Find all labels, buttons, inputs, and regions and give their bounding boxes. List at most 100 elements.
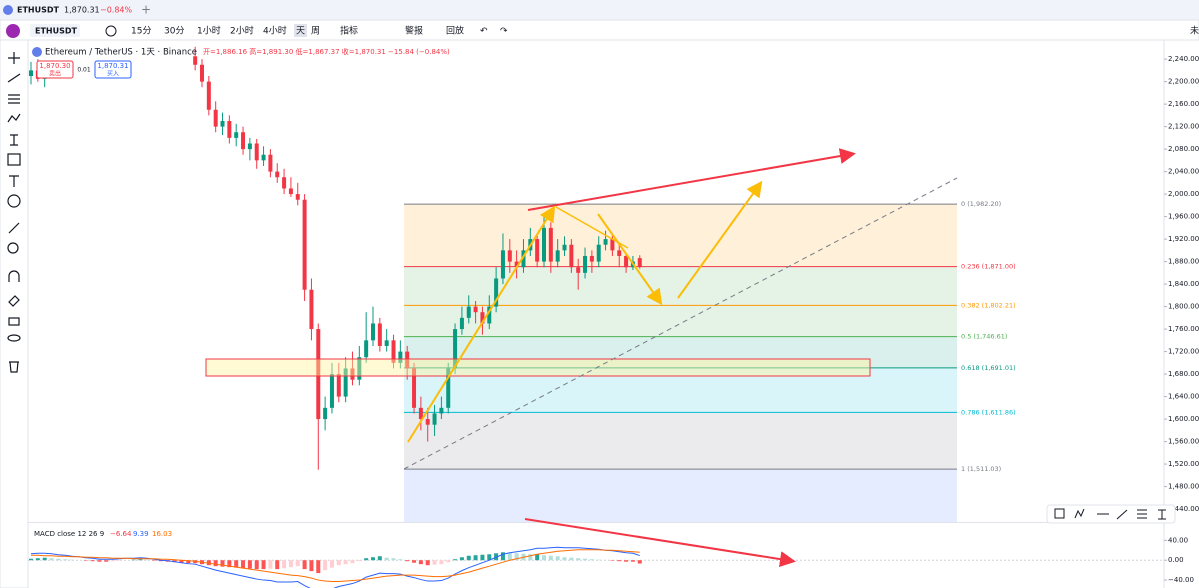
macd-hist-bar bbox=[350, 560, 355, 564]
buy-label[interactable]: 买入 bbox=[107, 70, 119, 78]
candle-body bbox=[329, 374, 334, 408]
fib-zone bbox=[404, 367, 957, 413]
macd-hist-bar bbox=[329, 560, 334, 568]
candle-body bbox=[425, 419, 430, 425]
candle-body bbox=[398, 351, 403, 363]
draw-path[interactable] bbox=[1074, 508, 1085, 519]
macd-tick-label: 40.00 bbox=[1168, 536, 1188, 544]
tab-title[interactable]: ETHUSDT bbox=[17, 6, 60, 15]
lock-draw-tool[interactable] bbox=[8, 295, 20, 307]
tab-price: 1,870.31 bbox=[64, 6, 100, 15]
symbol[interactable]: ETHUSDT bbox=[35, 27, 78, 36]
fib-zone bbox=[404, 412, 957, 470]
text-tool[interactable] bbox=[9, 175, 19, 187]
red-arrow bbox=[524, 518, 796, 568]
measure-tool[interactable] bbox=[10, 134, 18, 146]
undo[interactable]: ↶ bbox=[480, 27, 488, 37]
candle-body bbox=[268, 154, 273, 172]
candle-body bbox=[535, 239, 540, 262]
macd-hist-bar bbox=[261, 560, 266, 570]
candle-body bbox=[213, 109, 218, 127]
interval[interactable]: 4小时 bbox=[263, 25, 287, 37]
interval[interactable]: 周 bbox=[311, 26, 320, 37]
new-tab[interactable]: + bbox=[141, 3, 151, 17]
sell-label[interactable]: 卖出 bbox=[49, 70, 61, 78]
sell-price[interactable]: 1,870.30 bbox=[39, 62, 70, 70]
macd-hist-bar bbox=[555, 556, 560, 561]
interval-active bbox=[294, 24, 307, 37]
replay[interactable]: 回放 bbox=[446, 25, 464, 37]
indicators[interactable]: 指标 bbox=[340, 25, 358, 37]
draw-measure[interactable] bbox=[1158, 509, 1166, 520]
macd-hist-bar bbox=[309, 560, 314, 572]
fib-tool[interactable] bbox=[8, 94, 20, 104]
interval[interactable]: 30分 bbox=[164, 26, 184, 37]
candle-body bbox=[309, 289, 314, 330]
candle-body bbox=[384, 340, 389, 346]
candle-body bbox=[377, 323, 382, 346]
candle-body bbox=[624, 255, 629, 268]
y-tick-label: 1,560.00 bbox=[1168, 438, 1199, 446]
pattern-tool[interactable] bbox=[7, 113, 21, 123]
eye-tool[interactable] bbox=[7, 334, 21, 342]
red-arrow bbox=[527, 148, 856, 211]
lock-tool[interactable] bbox=[8, 317, 20, 326]
macd-hist-bar bbox=[624, 560, 629, 562]
draw-rect[interactable] bbox=[1054, 508, 1065, 519]
magnet-tool[interactable] bbox=[8, 270, 20, 282]
draw-fib[interactable] bbox=[1137, 509, 1147, 519]
shape-tool[interactable] bbox=[7, 153, 21, 166]
candle-body bbox=[391, 340, 396, 363]
macd-hist-bar bbox=[316, 560, 321, 574]
candle-body bbox=[466, 306, 471, 318]
emoji-tool[interactable] bbox=[7, 194, 21, 208]
avatar[interactable] bbox=[6, 24, 20, 38]
macd-hist-bar bbox=[384, 557, 389, 561]
y-tick-label: 1,720.00 bbox=[1168, 348, 1199, 356]
candle-body bbox=[603, 239, 608, 245]
fib-zone bbox=[404, 204, 957, 267]
fib-zone bbox=[404, 469, 957, 522]
macd-value: 9.39 bbox=[133, 530, 149, 538]
candle-body bbox=[247, 143, 252, 150]
candle-body bbox=[405, 351, 410, 369]
candle-body bbox=[500, 250, 505, 279]
y-tick-label: 2,240.00 bbox=[1168, 55, 1199, 63]
candle-body bbox=[637, 258, 642, 268]
candle-body bbox=[193, 56, 198, 65]
buy-price[interactable]: 1,870.31 bbox=[97, 62, 128, 70]
interval[interactable]: 2小时 bbox=[230, 25, 254, 37]
alert[interactable]: 警报 bbox=[405, 25, 423, 37]
sell-button[interactable] bbox=[36, 60, 74, 79]
candle-body bbox=[288, 188, 293, 195]
y-tick-label: 2,040.00 bbox=[1168, 168, 1199, 176]
cursor-tool[interactable] bbox=[8, 52, 20, 64]
macd-hist-bar bbox=[241, 560, 246, 569]
fib-label: 0.236 (1,871.00) bbox=[961, 263, 1016, 271]
macd-hist-bar bbox=[377, 556, 382, 561]
add-symbol[interactable] bbox=[105, 25, 117, 37]
buy-button[interactable] bbox=[94, 60, 132, 79]
macd-hist-bar bbox=[364, 558, 369, 561]
interval[interactable]: 15分 bbox=[131, 26, 151, 37]
y-tick-label: 2,160.00 bbox=[1168, 100, 1199, 108]
redo[interactable]: ↷ bbox=[500, 27, 508, 37]
macd-hist-bar bbox=[179, 560, 184, 563]
macd-hist-bar bbox=[343, 560, 348, 565]
line-tool[interactable] bbox=[7, 73, 21, 83]
drawing-toolbar bbox=[1046, 504, 1176, 524]
candle-body bbox=[589, 255, 594, 262]
draw-line[interactable] bbox=[1116, 509, 1128, 520]
interval[interactable]: 1小时 bbox=[197, 25, 221, 37]
interval[interactable]: 天 bbox=[296, 27, 305, 37]
symbol-box[interactable] bbox=[30, 24, 80, 37]
macd-hist-bar bbox=[439, 560, 444, 565]
macd-hist-bar bbox=[507, 552, 512, 561]
trash-tool[interactable] bbox=[9, 361, 19, 373]
ruler-tool[interactable] bbox=[8, 222, 20, 234]
macd-hist-bar bbox=[480, 554, 485, 561]
yellow-arrow bbox=[597, 213, 663, 306]
zoom-tool[interactable] bbox=[7, 242, 19, 254]
macd-hist-bar bbox=[617, 560, 622, 562]
